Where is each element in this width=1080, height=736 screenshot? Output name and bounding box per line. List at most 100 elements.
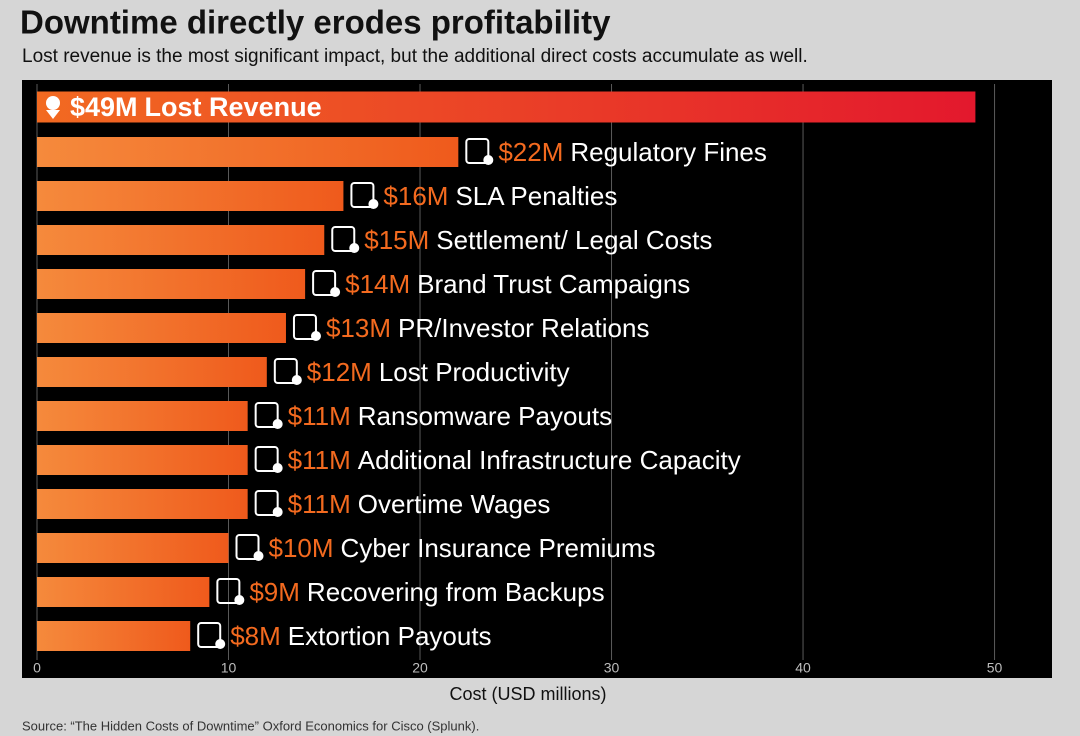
icon xyxy=(350,182,379,209)
x-tick-label: 50 xyxy=(987,660,1003,676)
icon-shape xyxy=(254,490,279,516)
bar xyxy=(37,445,248,475)
icon-shape xyxy=(310,331,321,341)
category-label: Recovering from Backups xyxy=(307,577,605,607)
bar xyxy=(37,313,286,343)
category-label: PR/Investor Relations xyxy=(398,313,649,343)
bar xyxy=(37,269,306,299)
icon xyxy=(312,270,341,297)
value-label: $22M xyxy=(498,137,563,167)
icon-shape xyxy=(272,463,283,473)
bar-label: $15M Settlement/ Legal Costs xyxy=(364,225,712,255)
icon-shape xyxy=(46,110,60,119)
icon-shape xyxy=(483,155,494,165)
value-label: $10M xyxy=(269,533,334,563)
value-label: $14M xyxy=(345,269,410,299)
icon-shape xyxy=(197,622,222,648)
value-label: $49M xyxy=(70,92,138,122)
icon-shape xyxy=(215,639,226,649)
icon xyxy=(292,314,321,341)
bar xyxy=(37,181,344,211)
icon xyxy=(197,622,226,649)
x-tick-label: 20 xyxy=(412,660,428,676)
bar-label: $16M SLA Penalties xyxy=(383,181,617,211)
bar-label: $10M Cyber Insurance Premiums xyxy=(269,533,656,563)
category-label: Brand Trust Campaigns xyxy=(417,269,690,299)
icon-shape xyxy=(331,226,356,252)
bar-label: $11M Additional Infrastructure Capacity xyxy=(288,445,741,475)
bar-label: $9M Recovering from Backups xyxy=(249,577,604,607)
bar xyxy=(37,401,248,431)
category-label: Extortion Payouts xyxy=(288,621,492,651)
icon xyxy=(216,578,245,605)
value-label: $11M xyxy=(288,445,351,475)
icon xyxy=(46,96,60,119)
bar-label: $11M Ransomware Payouts xyxy=(288,401,612,431)
icon-shape xyxy=(291,375,302,385)
x-tick-label: 40 xyxy=(795,660,811,676)
icon-shape xyxy=(330,287,341,297)
category-label: Regulatory Fines xyxy=(570,137,767,167)
icon xyxy=(254,490,283,517)
bar xyxy=(37,225,325,255)
icon-shape xyxy=(312,270,337,296)
value-label: $11M xyxy=(288,489,351,519)
icon xyxy=(254,446,283,473)
icon-shape xyxy=(253,551,264,561)
bar-label: $22M Regulatory Fines xyxy=(498,137,767,167)
icon-shape xyxy=(216,578,241,604)
icon-shape xyxy=(273,358,298,384)
value-label: $12M xyxy=(307,357,372,387)
icon-shape xyxy=(350,182,375,208)
bar xyxy=(37,533,229,563)
icon-shape xyxy=(254,446,279,472)
category-label: Overtime Wages xyxy=(358,489,551,519)
icon xyxy=(331,226,360,253)
chart-title: Downtime directly erodes profitability xyxy=(20,4,611,41)
category-label: Settlement/ Legal Costs xyxy=(436,225,712,255)
icon-shape xyxy=(349,243,360,253)
x-tick-label: 30 xyxy=(604,660,620,676)
bar xyxy=(37,357,267,387)
icon-shape xyxy=(254,402,279,428)
value-label: $16M xyxy=(383,181,448,211)
category-label: Ransomware Payouts xyxy=(358,401,612,431)
icon-shape xyxy=(465,138,490,164)
icon-shape xyxy=(235,534,260,560)
icon-shape xyxy=(368,199,379,209)
bar-label: $11M Overtime Wages xyxy=(288,489,551,519)
bar xyxy=(37,91,976,123)
bar xyxy=(37,137,459,167)
x-axis-label: Cost (USD millions) xyxy=(449,684,606,704)
value-label: $8M xyxy=(230,621,281,651)
value-label: $11M xyxy=(288,401,351,431)
category-label: Cyber Insurance Premiums xyxy=(341,533,656,563)
value-label: $9M xyxy=(249,577,300,607)
bar xyxy=(37,489,248,519)
icon xyxy=(273,358,302,385)
icon-shape xyxy=(272,419,283,429)
bar-label: $13M PR/Investor Relations xyxy=(326,313,650,343)
category-label: Additional Infrastructure Capacity xyxy=(358,445,741,475)
x-tick-label: 10 xyxy=(221,660,237,676)
icon xyxy=(235,534,264,561)
bar-label: $49M Lost Revenue xyxy=(70,92,322,122)
icon-shape xyxy=(272,507,283,517)
x-tick-label: 0 xyxy=(33,660,41,676)
icon-shape xyxy=(292,314,317,340)
category-label: Lost Productivity xyxy=(379,357,570,387)
icon xyxy=(465,138,494,165)
chart-subtitle: Lost revenue is the most significant imp… xyxy=(22,46,808,67)
bar-label: $8M Extortion Payouts xyxy=(230,621,491,651)
source-note: Source: “The Hidden Costs of Downtime” O… xyxy=(22,718,479,733)
category-label: Lost Revenue xyxy=(145,92,322,122)
icon xyxy=(254,402,283,429)
category-label: SLA Penalties xyxy=(455,181,617,211)
icon-shape xyxy=(234,595,245,605)
bar-label: $14M Brand Trust Campaigns xyxy=(345,269,690,299)
value-label: $13M xyxy=(326,313,391,343)
value-label: $15M xyxy=(364,225,429,255)
bar-label: $12M Lost Productivity xyxy=(307,357,570,387)
